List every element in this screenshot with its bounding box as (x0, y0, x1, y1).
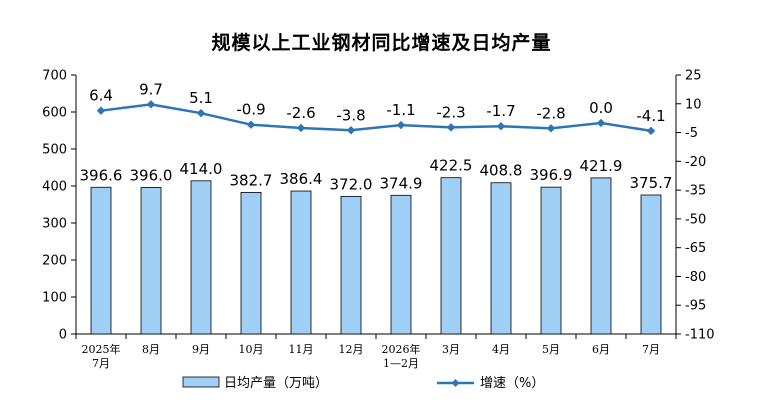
y-right-tick-label: -5 (685, 126, 698, 141)
y-left-tick-label: 100 (42, 291, 67, 306)
bar-value-label: 372.0 (330, 175, 373, 193)
line-marker (446, 123, 456, 132)
y-right-tick-label: -50 (685, 212, 706, 227)
bar (240, 192, 262, 335)
line-marker (496, 122, 506, 131)
line-value-label: -0.9 (236, 101, 265, 119)
y-right-tick-label: -95 (685, 299, 706, 314)
bar-value-label: 421.9 (580, 157, 623, 175)
y-right-tick-label: 25 (685, 69, 702, 84)
line-value-label: 6.4 (89, 87, 113, 105)
bar (640, 194, 662, 335)
x-category-label: 6月 (592, 343, 610, 356)
y-left-tick-label: 0 (59, 328, 67, 343)
bar (340, 195, 362, 335)
x-category-label: 2025年 (82, 342, 121, 356)
x-category-label: 8月 (142, 343, 160, 356)
x-category-label: 9月 (192, 343, 210, 356)
chart-title: 规模以上工业钢材同比增速及日均产量 (211, 32, 552, 54)
bar (290, 190, 312, 335)
x-category-label: 7月 (642, 343, 660, 356)
y-left-tick-label: 400 (42, 180, 67, 195)
line-marker (96, 106, 106, 115)
line-value-label: -2.8 (536, 104, 565, 122)
bar-value-label: 386.4 (280, 170, 323, 188)
growth-line (100, 103, 652, 133)
x-category-label: 2026年 (382, 342, 421, 356)
bar-value-label: 414.0 (180, 160, 223, 178)
y-left-tick-label: 700 (42, 69, 67, 84)
x-category-label: 11月 (289, 343, 314, 356)
line-marker (246, 120, 256, 129)
bar-value-label: 375.7 (630, 174, 673, 192)
bar-value-label: 374.9 (380, 174, 423, 192)
line-value-label: -1.1 (386, 101, 415, 119)
bar-value-label: 422.5 (430, 157, 473, 175)
line-marker (646, 126, 656, 136)
y-left-tick-label: 300 (42, 217, 67, 232)
y-right-tick-label: -80 (685, 270, 706, 285)
line-value-label: 9.7 (139, 80, 163, 98)
bar-value-label: 396.6 (80, 166, 123, 184)
x-category-label: 4月 (492, 343, 510, 356)
legend-line-marker (451, 379, 460, 387)
bar-value-label: 382.7 (230, 171, 273, 189)
y-right-tick-label: -35 (685, 184, 706, 199)
bar (590, 177, 612, 335)
x-category-label: 3月 (442, 343, 460, 356)
line-value-label: -3.8 (336, 106, 365, 124)
legend-bar-swatch (182, 376, 220, 388)
line-value-label: -2.3 (436, 103, 465, 121)
y-right-tick-label: 10 (685, 97, 702, 112)
line-marker (146, 100, 156, 109)
y-right-tick-label: -20 (685, 155, 706, 170)
line-marker (396, 120, 406, 130)
y-right-tick-label: -65 (685, 241, 706, 256)
y-left-tick-label: 200 (42, 254, 67, 269)
line-value-label: 0.0 (589, 99, 613, 117)
bar (90, 186, 112, 335)
legend-line-label: 增速（%） (480, 376, 544, 391)
bar-value-label: 396.9 (530, 166, 573, 184)
bar (490, 182, 512, 335)
bar-value-label: 396.0 (130, 166, 173, 184)
x-category-label: 12月 (339, 343, 364, 356)
line-marker (546, 124, 556, 133)
line-value-label: -2.6 (286, 104, 315, 122)
line-marker (296, 123, 306, 133)
line-marker (196, 108, 206, 118)
bar (140, 187, 162, 335)
x-category-label: 7月 (92, 357, 110, 370)
bar (190, 180, 212, 335)
y-right-tick-label: -110 (685, 328, 715, 343)
y-left-tick-label: 600 (42, 106, 67, 121)
x-category-label: 1—2月 (383, 357, 419, 370)
bar (390, 194, 412, 335)
bar (440, 177, 462, 335)
line-marker (596, 118, 606, 128)
bar-value-label: 408.8 (480, 162, 523, 180)
line-value-label: -1.7 (486, 102, 515, 120)
line-value-label: 5.1 (189, 89, 213, 107)
legend-bar-label: 日均产量（万吨） (224, 376, 328, 391)
x-category-label: 10月 (239, 343, 264, 356)
line-value-label: -4.1 (636, 107, 665, 125)
y-left-tick-label: 500 (42, 143, 67, 158)
line-marker (346, 126, 356, 135)
x-category-label: 5月 (542, 343, 560, 356)
bar (540, 186, 562, 335)
